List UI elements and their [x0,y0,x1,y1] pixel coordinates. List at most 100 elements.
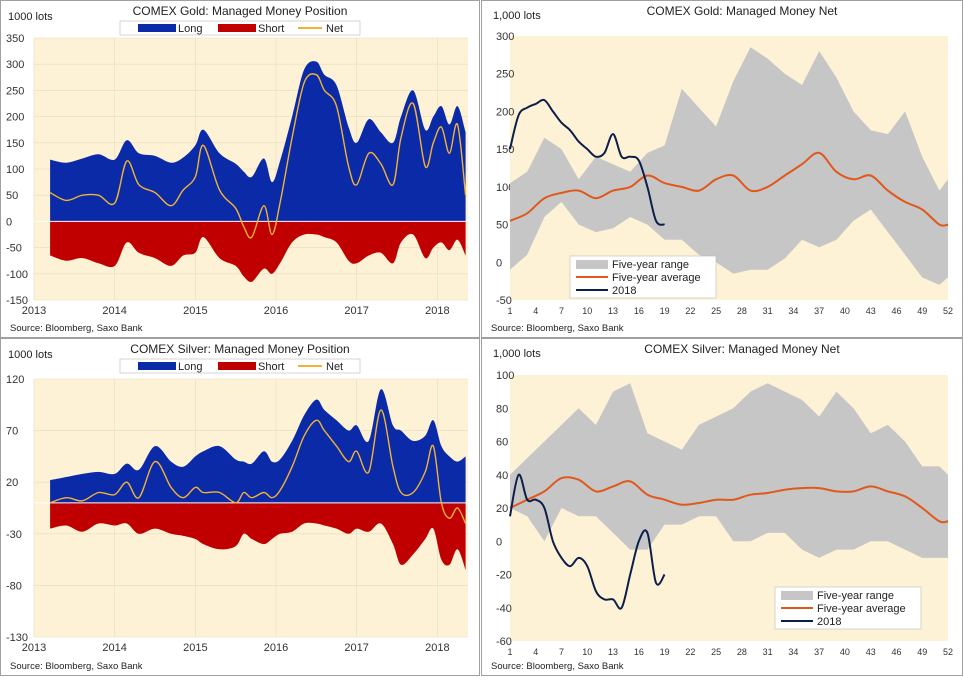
x-tick-label: 2013 [22,642,46,654]
x-tick-label: 37 [814,647,824,657]
average-line [509,476,949,524]
x-tick-label: 10 [582,647,592,657]
y-tick-label: -40 [496,603,512,615]
x-tick-label: 2013 [22,305,46,317]
legend-label-average: Five-year average [612,272,701,284]
x-tick-label: 4 [533,306,538,316]
chart-title: COMEX Gold: Managed Money Net [647,4,838,18]
y-tick-label: -130 [6,632,28,644]
x-tick-label: 7 [559,306,564,316]
y-tick-label: 250 [6,85,24,97]
y-axis-label: 1,000 lots [493,10,541,22]
y-tick-label: 0 [496,536,502,548]
legend-label-short: Short [258,23,284,35]
y-axis-label: 1,000 lots [493,348,541,360]
y-tick-label: -150 [6,295,28,307]
legend-swatch-range [781,591,813,600]
legend-label-short: Short [258,361,284,373]
range-band [510,47,948,285]
legend-label-2018: 2018 [817,616,841,628]
x-tick-label: 40 [840,306,850,316]
y-tick-label: -50 [6,243,22,255]
y-tick-label: 0 [496,257,502,269]
long-area [50,389,466,503]
x-tick-label: 2017 [344,305,368,317]
long-area [50,61,466,222]
legend-swatch-short [218,362,256,370]
legend-swatch-long [138,24,176,32]
y-tick-label: -20 [496,570,512,582]
legend-label-range: Five-year range [817,590,894,602]
x-tick-label: 40 [840,647,850,657]
source-note: Source: Bloomberg, Saxo Bank [491,661,624,672]
x-tick-label: 46 [891,306,901,316]
source-note: Source: Bloomberg, Saxo Bank [10,661,143,672]
chart-title: COMEX Silver: Managed Money Position [130,342,349,356]
current-year-line [509,473,666,610]
x-tick-label: 2016 [264,305,288,317]
x-tick-label: 31 [763,306,773,316]
y-tick-label: 40 [496,470,508,482]
net-line [49,409,467,524]
y-tick-label: 250 [496,69,514,81]
y-tick-label: 100 [496,182,514,194]
y-tick-label: 300 [6,59,24,71]
y-axis-label: 1000 lots [8,11,53,23]
y-tick-label: 200 [496,106,514,118]
y-tick-label: -60 [496,636,512,648]
y-tick-label: -50 [496,295,512,307]
y-tick-label: 60 [496,437,508,449]
x-tick-label: 31 [763,647,773,657]
legend-swatch-range [576,260,608,269]
x-tick-label: 37 [814,306,824,316]
y-tick-label: 80 [496,403,508,415]
x-tick-label: 2018 [425,642,449,654]
y-tick-label: 70 [6,426,18,438]
legend-label-net: Net [326,361,343,373]
x-tick-label: 49 [917,647,927,657]
y-tick-label: -30 [6,529,22,541]
x-tick-label: 22 [685,306,695,316]
short-area [50,221,466,282]
x-tick-label: 46 [891,647,901,657]
y-tick-label: 120 [6,374,24,386]
x-tick-label: 13 [608,306,618,316]
y-tick-label: 50 [6,190,18,202]
legend-label-range: Five-year range [612,259,689,271]
y-axis-label: 1000 lots [8,349,53,361]
legend-label-average: Five-year average [817,603,906,615]
gold-position-panel: -150 -100 -50 0 50 100 150 200 250 300 350 2013 2014… [0,0,480,338]
y-tick-label: 300 [496,31,514,43]
x-tick-label: 2014 [102,305,126,317]
x-tick-label: 43 [866,306,876,316]
net-line [49,73,467,239]
x-tick-label: 16 [634,647,644,657]
x-tick-label: 2018 [425,305,449,317]
source-note: Source: Bloomberg, Saxo Bank [491,323,624,334]
y-tick-label: -100 [6,269,28,281]
x-tick-label: 19 [660,306,670,316]
y-tick-label: 200 [6,112,24,124]
y-tick-label: -80 [6,580,22,592]
x-tick-label: 22 [685,647,695,657]
x-tick-label: 25 [711,647,721,657]
x-tick-label: 34 [788,306,798,316]
x-tick-label: 2014 [102,642,126,654]
y-tick-label: 350 [6,33,24,45]
legend-label-long: Long [178,23,202,35]
y-tick-label: 0 [6,216,12,228]
legend-label-long: Long [178,361,202,373]
legend-swatch-long [138,362,176,370]
current-year-line [509,98,666,226]
x-tick-label: 43 [866,647,876,657]
x-tick-label: 28 [737,647,747,657]
x-tick-label: 4 [533,647,538,657]
range-band [510,383,948,558]
short-area [50,502,466,570]
legend-label-net: Net [326,23,343,35]
x-tick-label: 52 [943,647,953,657]
y-tick-label: 100 [6,164,24,176]
